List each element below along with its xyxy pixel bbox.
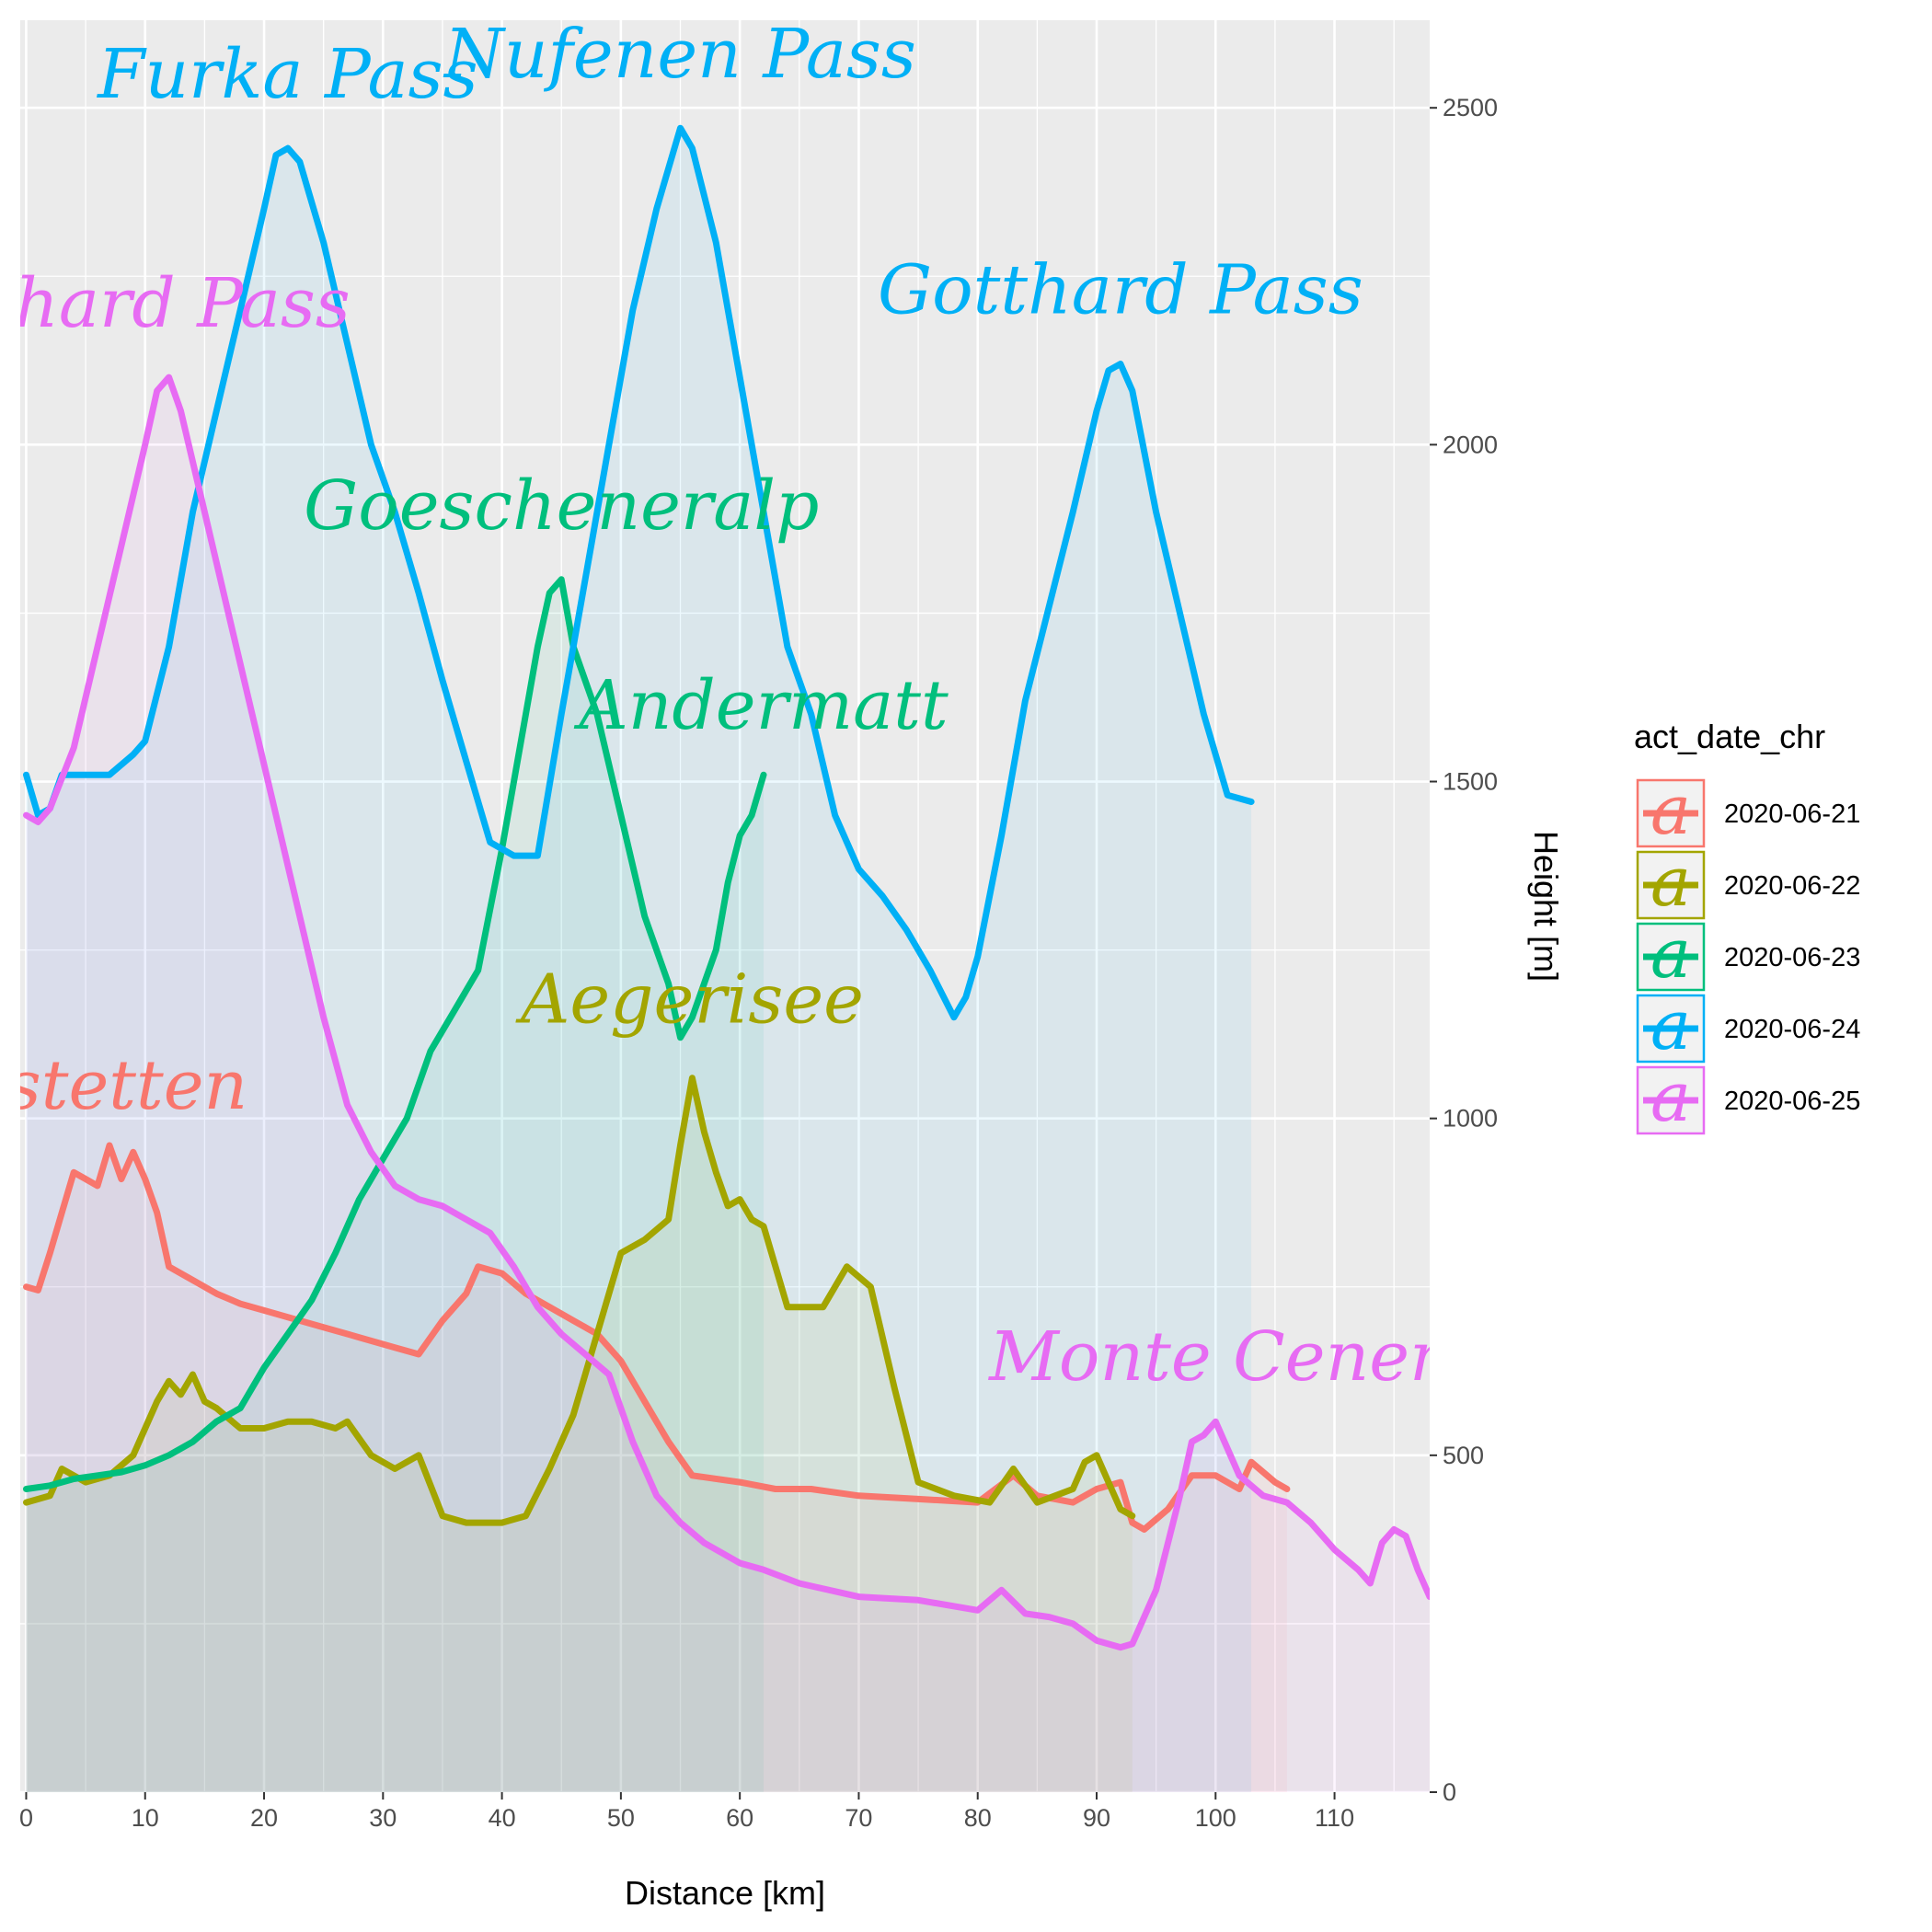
x-tick-label: 100 bbox=[1195, 1804, 1236, 1832]
line-2020-06-23 bbox=[23, 576, 767, 1492]
legend: act_date_chr a 2020-06-21 a 2020-06-22 a 2020… bbox=[1634, 718, 1860, 1137]
annotation-label: Gotthard Pass bbox=[878, 250, 1363, 329]
y-tick-label: 500 bbox=[1443, 1442, 1484, 1469]
annotation-label: Monte Cener bbox=[987, 1317, 1446, 1397]
x-tick-label: 10 bbox=[132, 1804, 159, 1832]
annotation-label: sstetten bbox=[0, 1046, 247, 1125]
y-axis-title: Height [m] bbox=[1527, 831, 1565, 982]
x-tick-label: 30 bbox=[369, 1804, 397, 1832]
area-2020-06-25 bbox=[26, 377, 1430, 1792]
line-2020-06-25 bbox=[23, 374, 1430, 1651]
area-2020-06-22 bbox=[26, 1077, 1133, 1792]
line-2020-06-21 bbox=[23, 1142, 1291, 1533]
annotation-label: Aegerisee bbox=[515, 960, 864, 1040]
legend-label: 2020-06-22 bbox=[1724, 871, 1860, 901]
x-axis: 0 10 20 30 40 50 60 70 80 90 100 110 bbox=[19, 1792, 1354, 1832]
y-tick-label: 0 bbox=[1443, 1778, 1456, 1806]
x-axis-title: Distance [km] bbox=[625, 1874, 825, 1912]
legend-key-glyph: a bbox=[1650, 771, 1691, 850]
annotation-label: Nufenen Pass bbox=[443, 15, 916, 94]
line-2020-06-22 bbox=[23, 1075, 1136, 1526]
legend-title: act_date_chr bbox=[1634, 718, 1825, 755]
annotation-label: thard Pass bbox=[0, 264, 351, 343]
y-tick-label: 1000 bbox=[1443, 1105, 1498, 1133]
line-2020-06-24 bbox=[23, 124, 1255, 1021]
annotation-label: Andermatt bbox=[573, 666, 949, 745]
legend-key-glyph: a bbox=[1650, 1058, 1691, 1137]
legend-label: 2020-06-23 bbox=[1724, 943, 1860, 972]
x-tick-label: 70 bbox=[845, 1804, 872, 1832]
legend-label: 2020-06-21 bbox=[1724, 799, 1860, 829]
grid-major bbox=[20, 20, 1430, 1794]
x-tick-label: 60 bbox=[726, 1804, 753, 1832]
x-tick-label: 80 bbox=[964, 1804, 992, 1832]
y-tick-label: 2500 bbox=[1443, 94, 1498, 121]
annotation-label: Furka Pass bbox=[96, 35, 477, 114]
legend-label: 2020-06-25 bbox=[1724, 1087, 1860, 1116]
x-tick-label: 110 bbox=[1315, 1804, 1354, 1832]
legend-label: 2020-06-24 bbox=[1724, 1015, 1860, 1044]
x-tick-label: 50 bbox=[607, 1804, 635, 1832]
x-tick-label: 40 bbox=[489, 1804, 516, 1832]
y-tick-label: 1500 bbox=[1443, 768, 1498, 796]
area-2020-06-21 bbox=[26, 1145, 1287, 1792]
series-lines bbox=[23, 124, 1430, 1651]
legend-key-glyph: a bbox=[1650, 843, 1691, 922]
legend-key-glyph: a bbox=[1650, 914, 1691, 994]
x-tick-label: 0 bbox=[19, 1804, 33, 1832]
annotation-label: Goescheneralp bbox=[304, 466, 819, 546]
legend-key-glyph: a bbox=[1650, 986, 1691, 1065]
area-2020-06-24 bbox=[26, 128, 1252, 1792]
x-tick-label: 20 bbox=[250, 1804, 278, 1832]
x-tick-label: 90 bbox=[1083, 1804, 1110, 1832]
y-tick-label: 2000 bbox=[1443, 431, 1498, 458]
y-axis: 0 500 1000 1500 2000 2500 bbox=[1430, 94, 1498, 1806]
